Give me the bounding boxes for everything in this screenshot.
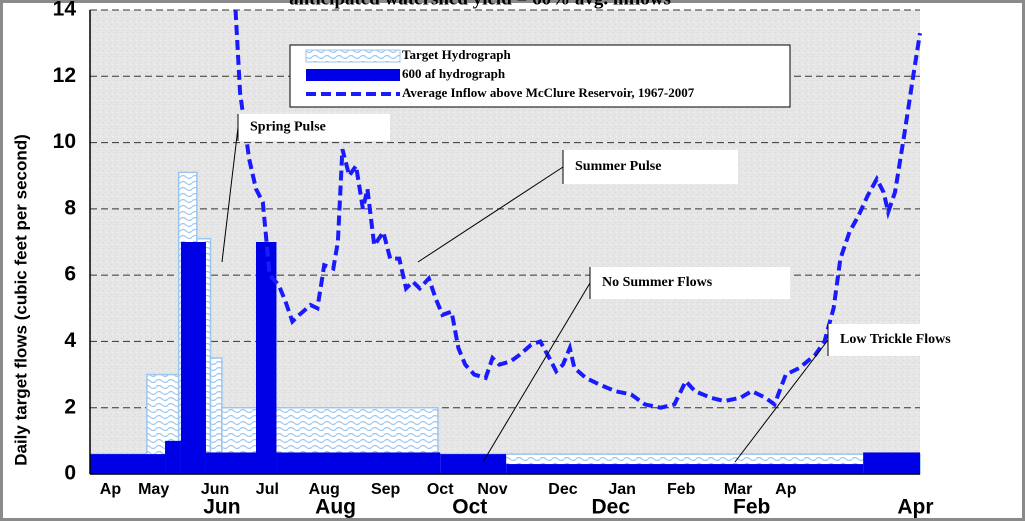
x-tick-label: Ap	[100, 481, 122, 498]
legend: Target Hydrograph 600 af hydrograph Averag…	[289, 44, 791, 108]
x-tick-label-major: Feb	[733, 496, 770, 519]
flow-step	[180, 242, 206, 474]
y-tick-label: 14	[53, 0, 77, 21]
annotation-box	[828, 324, 1008, 356]
flow-step	[205, 452, 256, 474]
x-tick-label: Ap	[775, 481, 797, 498]
chart-title: anticipated watershed yield = 60% avg. i…	[289, 0, 671, 9]
x-tick-label: Oct	[427, 481, 454, 498]
leader-line	[221, 127, 239, 263]
flow-step	[90, 454, 166, 474]
x-tick-label: Jun	[201, 481, 229, 498]
legend-label: Average Inflow above McClure Reservoir, …	[402, 85, 695, 100]
x-tick-label: May	[138, 481, 169, 498]
leader-line	[734, 339, 829, 463]
x-tick-label: Mar	[724, 481, 752, 498]
plot-layer	[90, 9, 922, 475]
x-tick-label-major: Apr	[897, 496, 933, 519]
y-tick-label: 4	[64, 329, 76, 352]
y-tick-label: 6	[64, 263, 76, 286]
leader-line	[417, 166, 564, 263]
y-tick-label: 12	[53, 64, 76, 87]
flow-step	[506, 464, 864, 474]
leader-line	[482, 282, 591, 463]
y-tick-label: 10	[53, 130, 76, 153]
legend-label: 600 af hydrograph	[402, 66, 506, 81]
flow-step	[863, 452, 920, 474]
x-tick-label: Jan	[608, 481, 636, 498]
x-tick-label-major: Jun	[203, 496, 240, 519]
x-tick-label-major: Aug	[315, 496, 356, 519]
x-tick-label: Nov	[477, 481, 507, 498]
annotation-label: Spring Pulse	[250, 120, 326, 135]
annotation-label: Low Trickle Flows	[840, 332, 951, 347]
annotation: No Summer Flows	[482, 267, 790, 463]
x-tick-label: Sep	[371, 481, 401, 498]
annotation-box	[238, 114, 390, 141]
legend-label: Target Hydrograph	[402, 47, 511, 62]
annotation-label: No Summer Flows	[602, 275, 713, 290]
annotation-box	[563, 150, 738, 184]
y-tick-label: 2	[64, 395, 76, 418]
x-tick-label: Jul	[256, 481, 279, 498]
flow-step	[256, 242, 277, 474]
annotation: Low Trickle Flows	[734, 324, 1008, 463]
annotation: Summer Pulse	[417, 150, 738, 263]
y-tick-label: 8	[64, 196, 76, 219]
x-tick-label: Dec	[548, 481, 577, 498]
flow-step	[165, 440, 181, 474]
annotation-label: Summer Pulse	[575, 159, 661, 174]
x-tick-label-major: Oct	[452, 496, 487, 519]
annotation-box	[590, 267, 790, 299]
legend-swatch	[306, 69, 400, 81]
x-tick-label-major: Dec	[591, 496, 630, 519]
legend-swatch	[305, 49, 401, 63]
flow-step	[440, 454, 507, 474]
y-axis-label: Daily target flows (cubic feet per secon…	[11, 134, 30, 466]
annotation: Spring Pulse	[221, 114, 390, 263]
y-tick-label: 0	[64, 462, 76, 485]
flow-step	[276, 452, 441, 474]
x-tick-label: Feb	[667, 481, 696, 498]
x-tick-label: Aug	[309, 481, 340, 498]
inflow-line	[233, 9, 922, 410]
